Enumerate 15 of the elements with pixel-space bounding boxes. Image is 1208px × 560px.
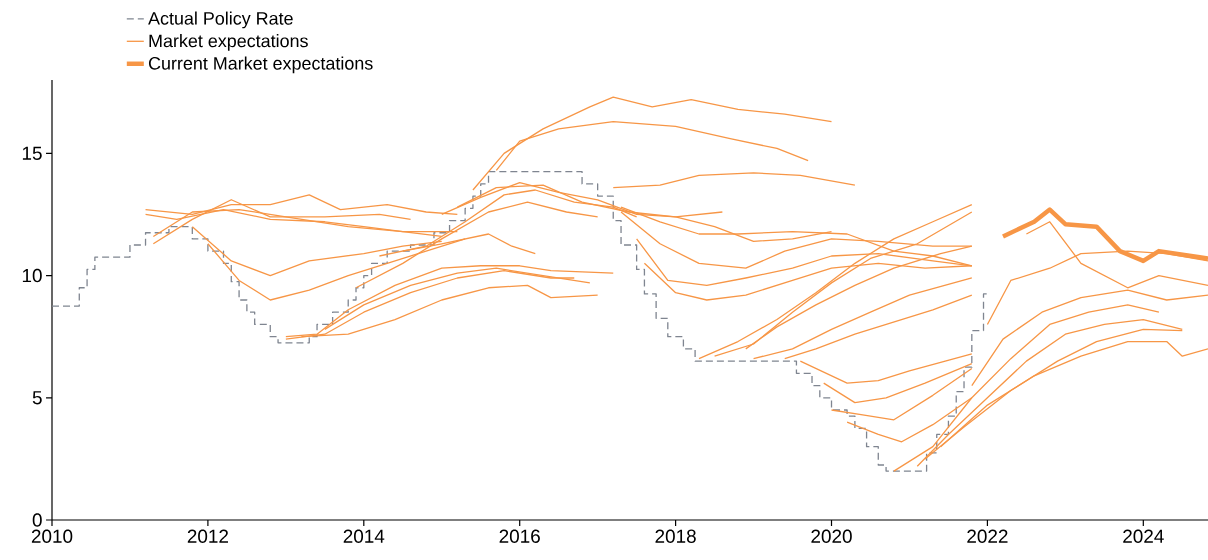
x-tick-label: 2024 <box>1123 529 1164 543</box>
x-tick-label: 2012 <box>187 529 228 543</box>
x-tick-label: 2010 <box>31 529 73 543</box>
legend-label: Market expectations <box>149 34 308 51</box>
y-tick-label: 15 <box>22 146 42 160</box>
x-tick-label: 2022 <box>967 529 1008 543</box>
legend-label: Current Market expectations <box>148 56 373 74</box>
x-tick-label: 2020 <box>811 529 852 543</box>
y-tick-label: 5 <box>32 391 42 405</box>
y-tick-label: 0 <box>32 513 42 527</box>
x-tick-label: 2016 <box>499 529 540 543</box>
x-tick-label: 2018 <box>655 529 696 543</box>
y-tick-label: 10 <box>22 268 42 283</box>
x-tick-label: 2014 <box>343 529 385 543</box>
legend-label: Actual Policy Rate <box>148 11 293 29</box>
